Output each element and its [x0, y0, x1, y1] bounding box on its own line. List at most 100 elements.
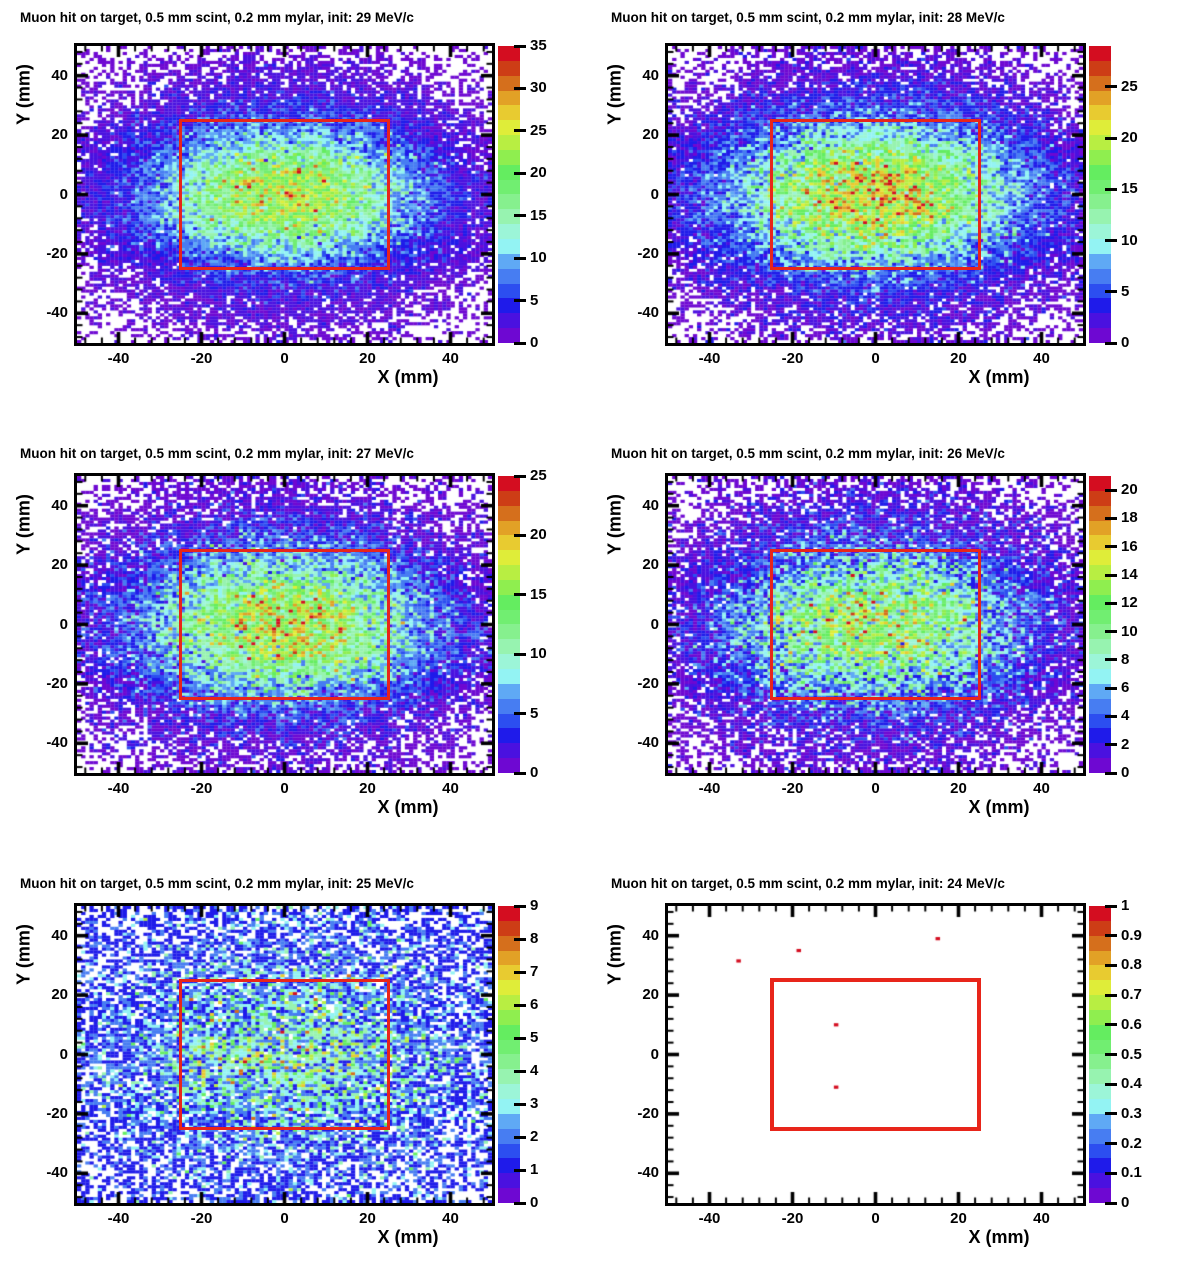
colorbar-tick — [514, 1003, 526, 1007]
colorbar-tick-label: 5 — [530, 291, 539, 309]
x-tick-label: 0 — [871, 1210, 880, 1227]
colorbar-tick-label: 0 — [1121, 1194, 1130, 1211]
colorbar — [498, 476, 520, 773]
colorbar-tick-label: 14 — [1121, 566, 1138, 583]
colorbar-band — [1089, 490, 1111, 506]
heatmap-canvas — [668, 476, 1083, 773]
colorbar-band — [1089, 224, 1111, 239]
colorbar-band — [1089, 639, 1111, 655]
panel-init-29mevc: Muon hit on target, 0.5 mm scint, 0.2 mm… — [0, 0, 590, 427]
target-roi-rectangle — [770, 548, 981, 701]
colorbar-band — [498, 328, 520, 343]
colorbar-band — [1089, 550, 1111, 566]
colorbar-band — [498, 1098, 520, 1114]
colorbar-band — [1089, 90, 1111, 106]
x-tick-label: 0 — [280, 780, 289, 797]
x-axis-title: X (mm) — [377, 797, 439, 817]
target-roi-rectangle — [770, 118, 981, 271]
colorbar-tick — [514, 904, 526, 908]
colorbar-band — [498, 654, 520, 669]
colorbar-tick — [1105, 1112, 1117, 1116]
colorbar-band — [498, 90, 520, 106]
y-tick-label: 40 — [51, 926, 68, 944]
colorbar-band — [498, 1128, 520, 1144]
colorbar-tick-label: 0.5 — [1121, 1045, 1142, 1063]
colorbar-tick-label: 4 — [530, 1062, 539, 1079]
colorbar-tick-label: 0.3 — [1121, 1104, 1142, 1122]
colorbar-tick-label: 0.7 — [1121, 986, 1142, 1004]
colorbar-band — [498, 46, 520, 61]
colorbar-tick — [1105, 904, 1117, 908]
y-tick-label: 20 — [51, 126, 68, 144]
x-tick-label: -40 — [698, 780, 721, 797]
colorbar-band — [1089, 476, 1111, 491]
colorbar-band — [1089, 505, 1111, 521]
colorbar-band — [1089, 520, 1111, 536]
colorbar-tick — [514, 1201, 526, 1205]
panel-title: Muon hit on target, 0.5 mm scint, 0.2 mm… — [20, 10, 414, 25]
colorbar-tick-label: 4 — [1121, 707, 1130, 725]
colorbar-tick — [1105, 341, 1117, 345]
colorbar-tick-label: 16 — [1121, 537, 1138, 555]
colorbar-band — [498, 283, 520, 299]
colorbar-band — [498, 758, 520, 773]
colorbar-tick-label: 15 — [1121, 180, 1138, 198]
colorbar-tick-label: 20 — [1121, 481, 1138, 499]
colorbar-tick — [514, 129, 526, 133]
colorbar-band — [1089, 1188, 1111, 1203]
colorbar-band — [1089, 594, 1111, 610]
colorbar-band — [1089, 935, 1111, 951]
plot-frame — [665, 43, 1086, 346]
colorbar-band — [498, 1009, 520, 1025]
colorbar-tick-label: 10 — [1121, 622, 1138, 640]
colorbar-tick-label: 6 — [530, 996, 539, 1013]
y-tick-label: 0 — [59, 185, 68, 203]
colorbar-band — [498, 505, 520, 521]
x-tick-label: -20 — [190, 350, 213, 367]
x-tick-label: -40 — [107, 780, 130, 797]
colorbar-band — [1089, 965, 1111, 981]
x-tick-label: -40 — [107, 1210, 130, 1227]
colorbar-tick — [1105, 993, 1117, 997]
colorbar-band — [1089, 980, 1111, 996]
colorbar-tick-label: 1 — [530, 1161, 539, 1178]
colorbar-band — [498, 520, 520, 536]
colorbar-tick — [514, 1102, 526, 1106]
colorbar-tick-label: 5 — [530, 704, 539, 722]
colorbar-tick — [514, 937, 526, 941]
colorbar-tick — [1105, 714, 1117, 718]
colorbar-tick-label: 2 — [1121, 735, 1130, 753]
colorbar-tick — [1105, 516, 1117, 520]
colorbar-tick-label: 0 — [530, 1194, 539, 1211]
colorbar-tick-label: 15 — [530, 585, 547, 603]
x-tick-label: 40 — [1033, 780, 1050, 797]
colorbar-band — [1089, 950, 1111, 966]
x-tick-label: 20 — [950, 780, 967, 797]
colorbar-band — [1089, 268, 1111, 284]
y-tick-label: 20 — [642, 126, 659, 144]
colorbar-band — [498, 1039, 520, 1055]
colorbar-band — [498, 594, 520, 610]
colorbar — [498, 906, 520, 1203]
colorbar-tick-label: 25 — [530, 121, 547, 139]
colorbar-band — [1089, 46, 1111, 61]
colorbar-tick — [1105, 1201, 1117, 1205]
x-tick-label: 40 — [1033, 350, 1050, 367]
colorbar-tick-label: 6 — [1121, 679, 1130, 697]
colorbar-tick — [1105, 934, 1117, 938]
colorbar-band — [498, 950, 520, 966]
heatmap-canvas — [668, 906, 1083, 1203]
colorbar-tick — [514, 299, 526, 303]
colorbar-tick — [514, 1135, 526, 1139]
colorbar-band — [498, 639, 520, 655]
colorbar-band — [498, 1113, 520, 1129]
colorbar-band — [498, 164, 520, 180]
colorbar-band — [498, 668, 520, 684]
colorbar-band — [1089, 609, 1111, 625]
colorbar-tick-label: 8 — [530, 930, 539, 947]
colorbar-band — [1089, 654, 1111, 669]
colorbar-tick — [1105, 658, 1117, 662]
colorbar-band — [498, 179, 520, 195]
colorbar-band — [498, 743, 520, 759]
colorbar-tick-label: 10 — [1121, 231, 1138, 249]
